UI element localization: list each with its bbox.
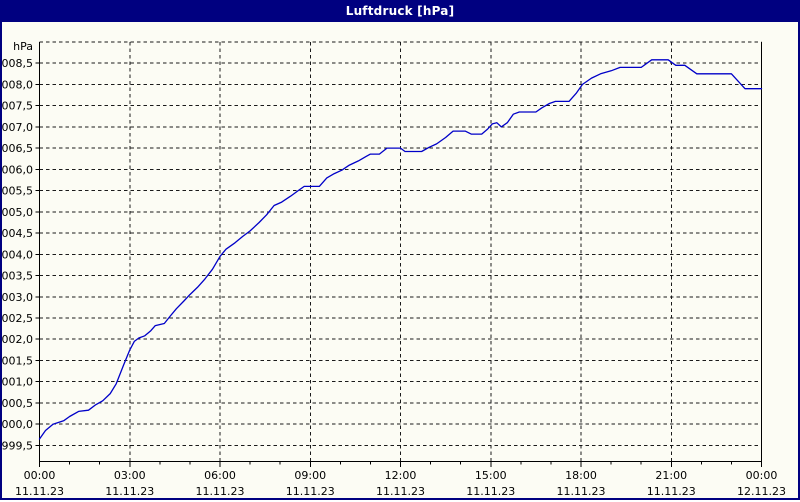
y-axis-tick-label: 1006,5: [2, 142, 33, 155]
x-axis-time-label: 00:00: [24, 469, 56, 482]
x-axis-date-label: 11.11.23: [196, 485, 245, 498]
y-axis-tick-label: 1005,5: [2, 185, 33, 198]
x-axis: 00:00 11.11.23 03:00 11.11.23 06:00 11.11.23 0…: [15, 461, 786, 498]
window-title: Luftdruck [hPa]: [345, 4, 455, 18]
chart-area: 999,5 1000,0 1000,5 1001,0 1001,5 1002,0 1002,…: [0, 22, 798, 498]
y-axis-tick-label: 1002,5: [2, 312, 33, 325]
y-axis-tick-label: 1003,0: [2, 291, 33, 304]
y-axis-tick-label: 1005,0: [2, 206, 33, 219]
y-axis-tick-label: 1004,5: [2, 227, 33, 240]
x-axis-time-label: 00:00: [746, 469, 778, 482]
x-axis-time-label: 03:00: [114, 469, 146, 482]
y-axis-tick-label: 1008,5: [2, 57, 33, 70]
y-axis-tick-label: 1001,0: [2, 376, 33, 389]
x-axis-time-label: 06:00: [204, 469, 236, 482]
x-axis-time-label: 15:00: [475, 469, 507, 482]
y-axis-tick-label: 1008,0: [2, 78, 33, 91]
pressure-line: [38, 59, 763, 440]
y-axis-tick-label: 999,5: [2, 439, 33, 452]
y-axis-tick-label: 1003,5: [2, 270, 33, 283]
window-titlebar[interactable]: Luftdruck [hPa]: [0, 0, 800, 22]
x-axis-date-label: 12.11.23: [737, 485, 786, 498]
y-axis-tick-label: 1002,0: [2, 333, 33, 346]
x-axis-time-label: 18:00: [565, 469, 597, 482]
x-axis-date-label: 11.11.23: [376, 485, 425, 498]
x-axis-time-label: 09:00: [294, 469, 326, 482]
x-axis-date-label: 11.11.23: [15, 485, 64, 498]
y-axis-tick-label: 1004,0: [2, 248, 33, 261]
pressure-chart: 999,5 1000,0 1000,5 1001,0 1001,5 1002,0 1002,…: [0, 40, 786, 498]
x-axis-date-label: 11.11.23: [466, 485, 515, 498]
y-axis: 999,5 1000,0 1000,5 1001,0 1001,5 1002,0 1002,…: [0, 40, 40, 452]
y-axis-tick-label: 1006,0: [2, 163, 33, 176]
y-axis-tick-label: 1007,5: [2, 100, 33, 113]
y-axis-tick-label: 1000,0: [2, 418, 33, 431]
y-axis-tick-label: 1007,0: [2, 121, 33, 134]
x-axis-date-label: 11.11.23: [286, 485, 335, 498]
x-axis-time-label: 21:00: [655, 469, 687, 482]
x-axis-date-label: 11.11.23: [647, 485, 696, 498]
y-axis-unit-label: hPa: [13, 40, 33, 53]
x-gridlines: [129, 42, 672, 462]
y-axis-tick-label: 1001,5: [2, 354, 33, 367]
y-axis-tick-label: 1000,5: [2, 397, 33, 410]
x-axis-date-label: 11.11.23: [105, 485, 154, 498]
x-axis-date-label: 11.11.23: [557, 485, 606, 498]
x-axis-time-label: 12:00: [385, 469, 417, 482]
